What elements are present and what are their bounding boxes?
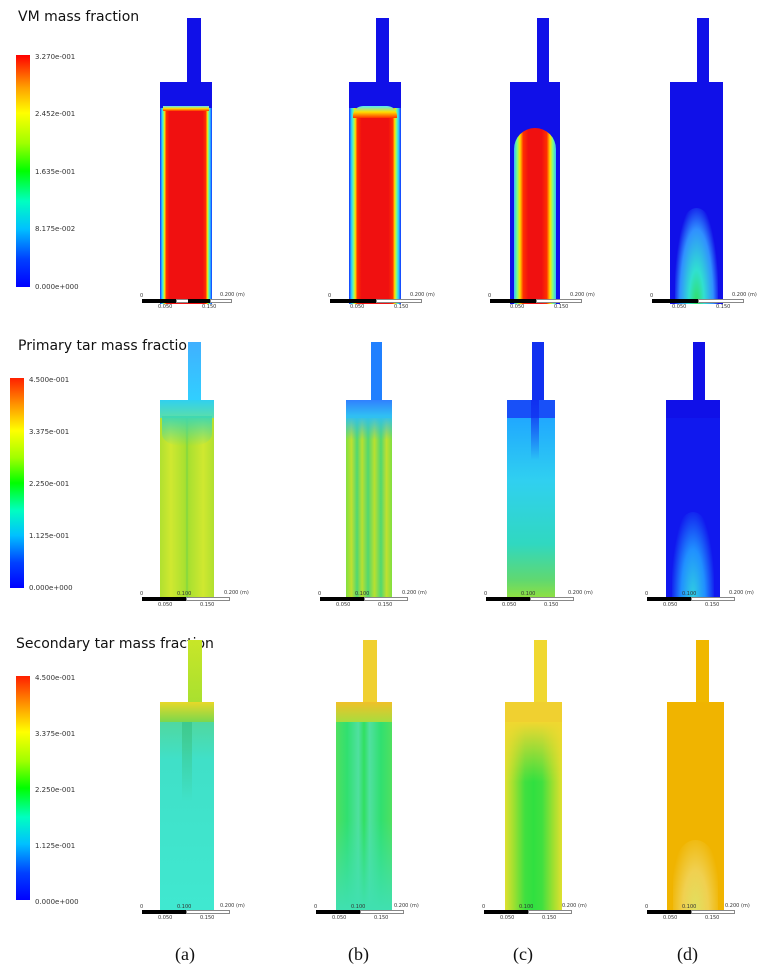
legend-tick: 1.125e-001 [35, 842, 76, 850]
legend-tick: 3.270e-001 [35, 53, 76, 61]
row-title-secondary-tar: Secondary tar mass fraction [16, 636, 214, 652]
caption-b: (b) [348, 944, 369, 964]
legend-tick: 1.125e-001 [29, 532, 70, 540]
colorbar-primary-tar [10, 378, 24, 588]
legend-tick: 2.452e-001 [35, 110, 76, 118]
row-title-vm: VM mass fraction [18, 9, 140, 25]
caption-d: (d) [677, 944, 698, 964]
colorbar-vm [16, 55, 30, 287]
colorbar-secondary-tar [16, 676, 30, 900]
row-title-primary-tar: Primary tar mass fraction [18, 338, 196, 354]
legend-tick: 2.250e-001 [29, 480, 70, 488]
legend-tick: 1.635e-001 [35, 168, 76, 176]
legend-tick: 3.375e-001 [29, 428, 70, 436]
legend-tick: 0.000e+000 [35, 898, 79, 906]
legend-tick: 4.500e-001 [29, 376, 70, 384]
caption-a: (a) [175, 944, 195, 964]
caption-c: (c) [513, 944, 533, 964]
legend-tick: 4.500e-001 [35, 674, 76, 682]
legend-tick: 2.250e-001 [35, 786, 76, 794]
legend-tick: 8.175e-002 [35, 225, 76, 233]
legend-tick: 3.375e-001 [35, 730, 76, 738]
legend-tick: 0.000e+000 [29, 584, 73, 592]
legend-tick: 0.000e+000 [35, 283, 79, 291]
